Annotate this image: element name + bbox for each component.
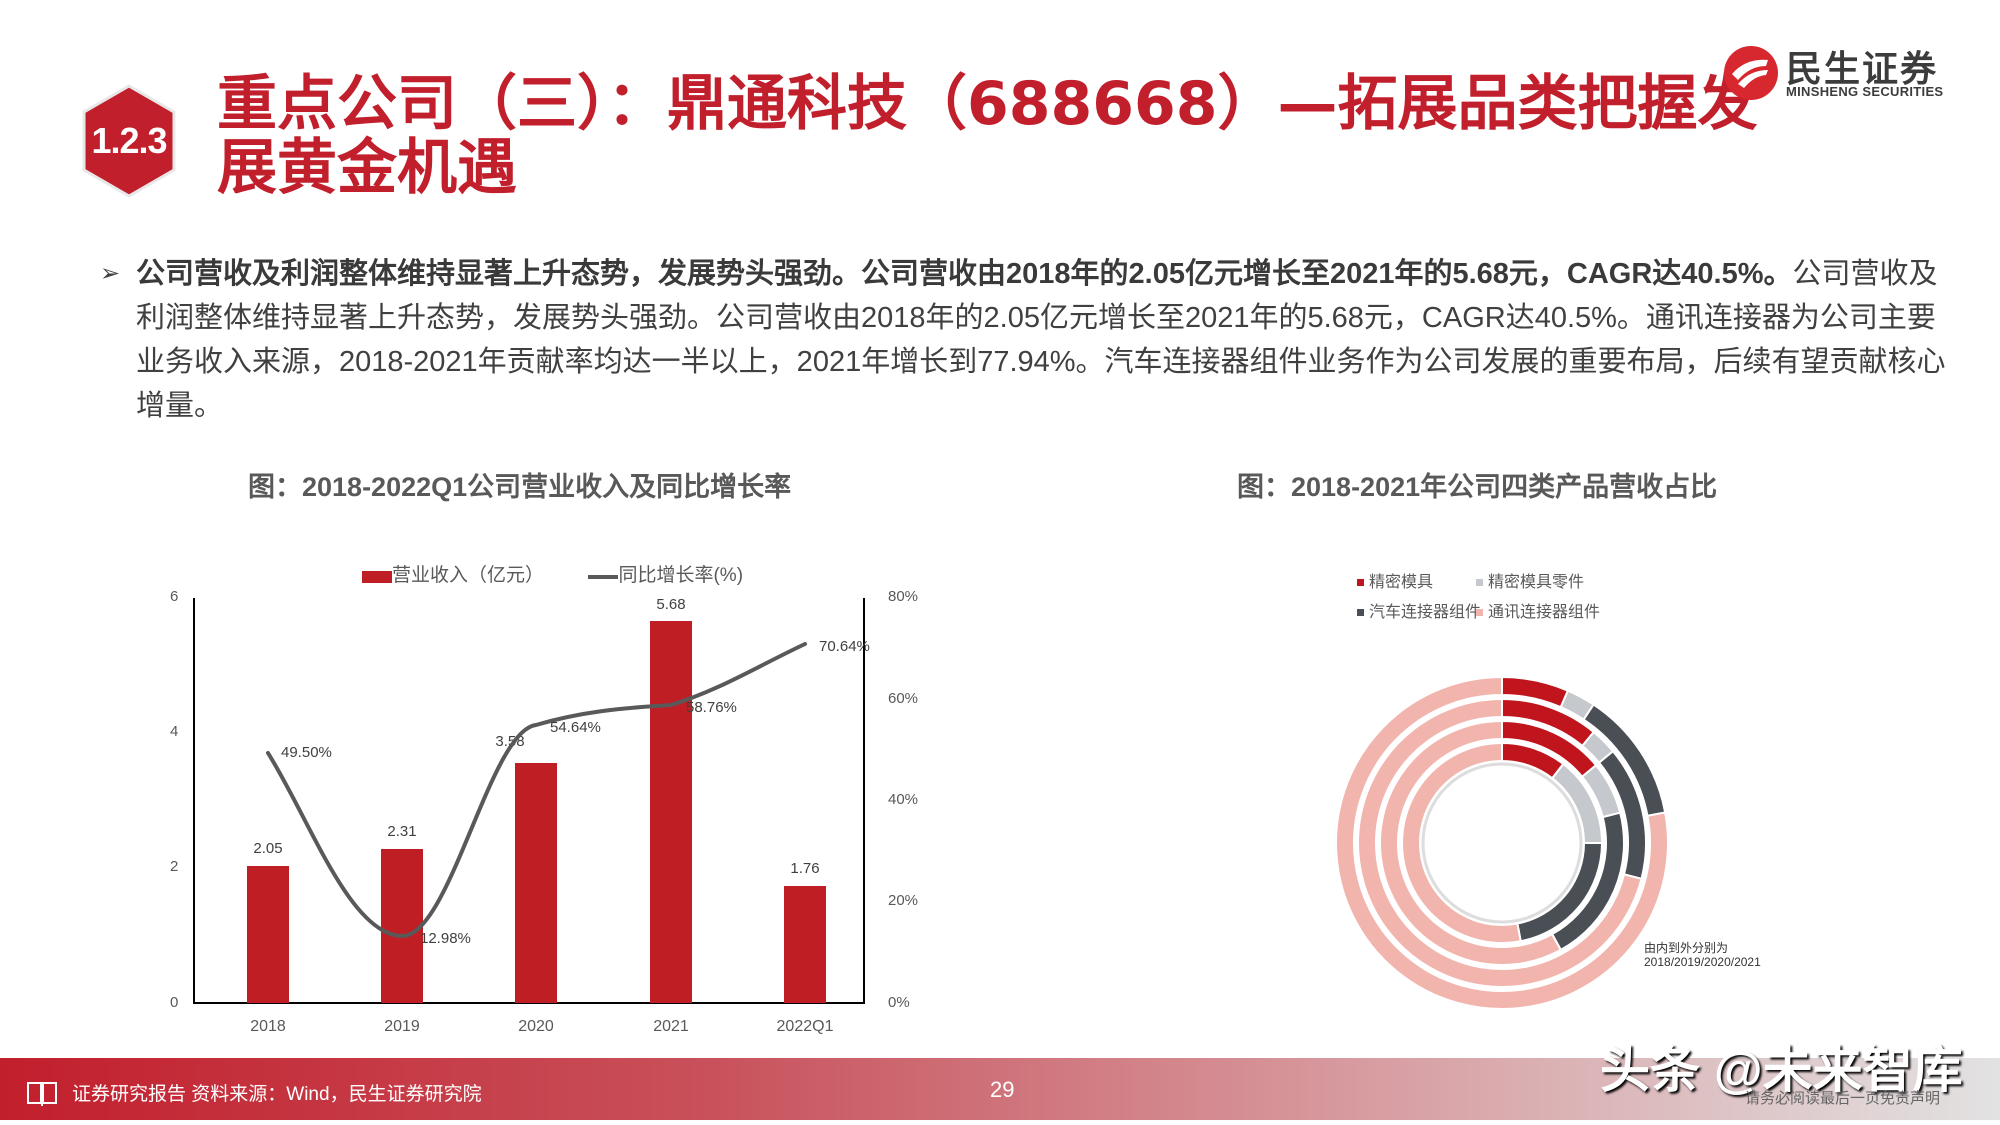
right-chart-title: 图：2018-2021年公司四类产品营收占比 <box>1237 472 1718 502</box>
bar-value-label: 2.31 <box>387 823 417 840</box>
bar-2020 <box>515 763 557 1003</box>
bar-2021 <box>650 621 692 1003</box>
legend-line-label: 同比增长率(%) <box>618 565 744 586</box>
page-title-line1: 重点公司（三）：鼎通科技（688668）—拓展品类把握发 <box>217 69 1758 139</box>
x-category: 2022Q1 <box>776 1018 834 1035</box>
bar-2018 <box>247 866 289 1003</box>
x-category: 2018 <box>250 1018 286 1035</box>
donut-segment <box>1357 697 1643 988</box>
left-y-axis <box>193 598 195 1003</box>
y-tick: 2 <box>170 858 179 875</box>
right-y-axis <box>863 598 865 1003</box>
x-axis <box>193 1002 865 1004</box>
bullet-arrow-icon: ➢ <box>100 260 121 287</box>
legend-item-telecom-connector: 通讯连接器组件 <box>1476 598 1600 622</box>
legend-item-mold-parts: 精密模具零件 <box>1476 568 1584 592</box>
donut-segment <box>1401 741 1522 944</box>
footer-bar <box>0 1058 2000 1120</box>
donut-note-line2: 2018/2019/2020/2021 <box>1644 955 1761 969</box>
y2-tick: 0% <box>888 994 910 1011</box>
section-number: 1.2.3 <box>91 120 167 161</box>
bar-2019 <box>381 849 423 1003</box>
footer-source-text: 证券研究报告 资料来源：Wind，民生证券研究院 <box>72 1084 482 1105</box>
bar-value-label: 2.05 <box>253 840 283 857</box>
donut-note-line1: 由内到外分别为 <box>1644 941 1729 955</box>
summary-normal: 公司营收及利润整体维持显著上升态势，发展势头强劲。公司营收由2018年的2.05… <box>136 258 1946 422</box>
summary-paragraph: ➢ 公司营收及利润整体维持显著上升态势，发展势头强劲。公司营收由2018年的2.… <box>100 252 1960 428</box>
y2-tick: 60% <box>888 690 919 707</box>
watermark-text: 头条 @未来智库 <box>1600 1042 1963 1098</box>
legend-item-precision-mold: 精密模具 <box>1357 568 1433 592</box>
line-value-label: 70.64% <box>819 638 870 655</box>
legend-item-auto-connector: 汽车连接器组件 <box>1357 598 1481 622</box>
x-category: 2020 <box>518 1018 554 1035</box>
donut-segment <box>1335 675 1669 1010</box>
bar-value-label: 3.58 <box>495 733 525 750</box>
minsheng-logo-icon <box>1724 46 1778 100</box>
legend-bar-swatch <box>362 570 392 583</box>
disclaimer-link[interactable]: 请务必阅读最后一页免责声明 <box>1745 1090 1941 1107</box>
left-chart-title: 图：2018-2022Q1公司营业收入及同比增长率 <box>248 472 792 502</box>
bar-value-label: 5.68 <box>656 596 686 613</box>
left-chart-legend: 营业收入（亿元） 同比增长率(%) <box>362 560 743 587</box>
logo-text-cn: 民生证券 <box>1786 48 1939 89</box>
product-share-donut <box>1335 675 1669 1010</box>
summary-bold: 公司营收及利润整体维持显著上升态势，发展势头强劲。公司营收由2018年的2.05… <box>136 258 1793 290</box>
y2-tick: 20% <box>888 892 919 909</box>
section-badge-hexagon <box>82 84 176 198</box>
y2-tick: 80% <box>888 588 919 605</box>
bar-value-label: 1.76 <box>790 860 820 877</box>
book-icon <box>27 1082 57 1106</box>
y-tick: 6 <box>170 588 179 605</box>
y-tick: 0 <box>170 994 179 1011</box>
logo-text-en: MINSHENG SECURITIES <box>1786 84 1944 99</box>
line-value-label: 58.76% <box>686 699 737 716</box>
x-category: 2021 <box>653 1018 689 1035</box>
line-value-label: 12.98% <box>420 930 471 947</box>
x-category: 2019 <box>384 1018 420 1035</box>
legend-line-swatch <box>588 574 619 579</box>
line-value-label: 49.50% <box>281 744 332 761</box>
bar-2022q1 <box>784 886 826 1003</box>
legend-bar-label: 营业收入（亿元） <box>392 565 545 586</box>
page-number: 29 <box>990 1077 1015 1102</box>
donut-segment <box>1379 719 1563 966</box>
y2-tick: 40% <box>888 791 919 808</box>
line-value-label: 54.64% <box>550 719 601 736</box>
y-tick: 4 <box>170 723 179 740</box>
page-title-line2: 展黄金机遇 <box>217 133 517 203</box>
